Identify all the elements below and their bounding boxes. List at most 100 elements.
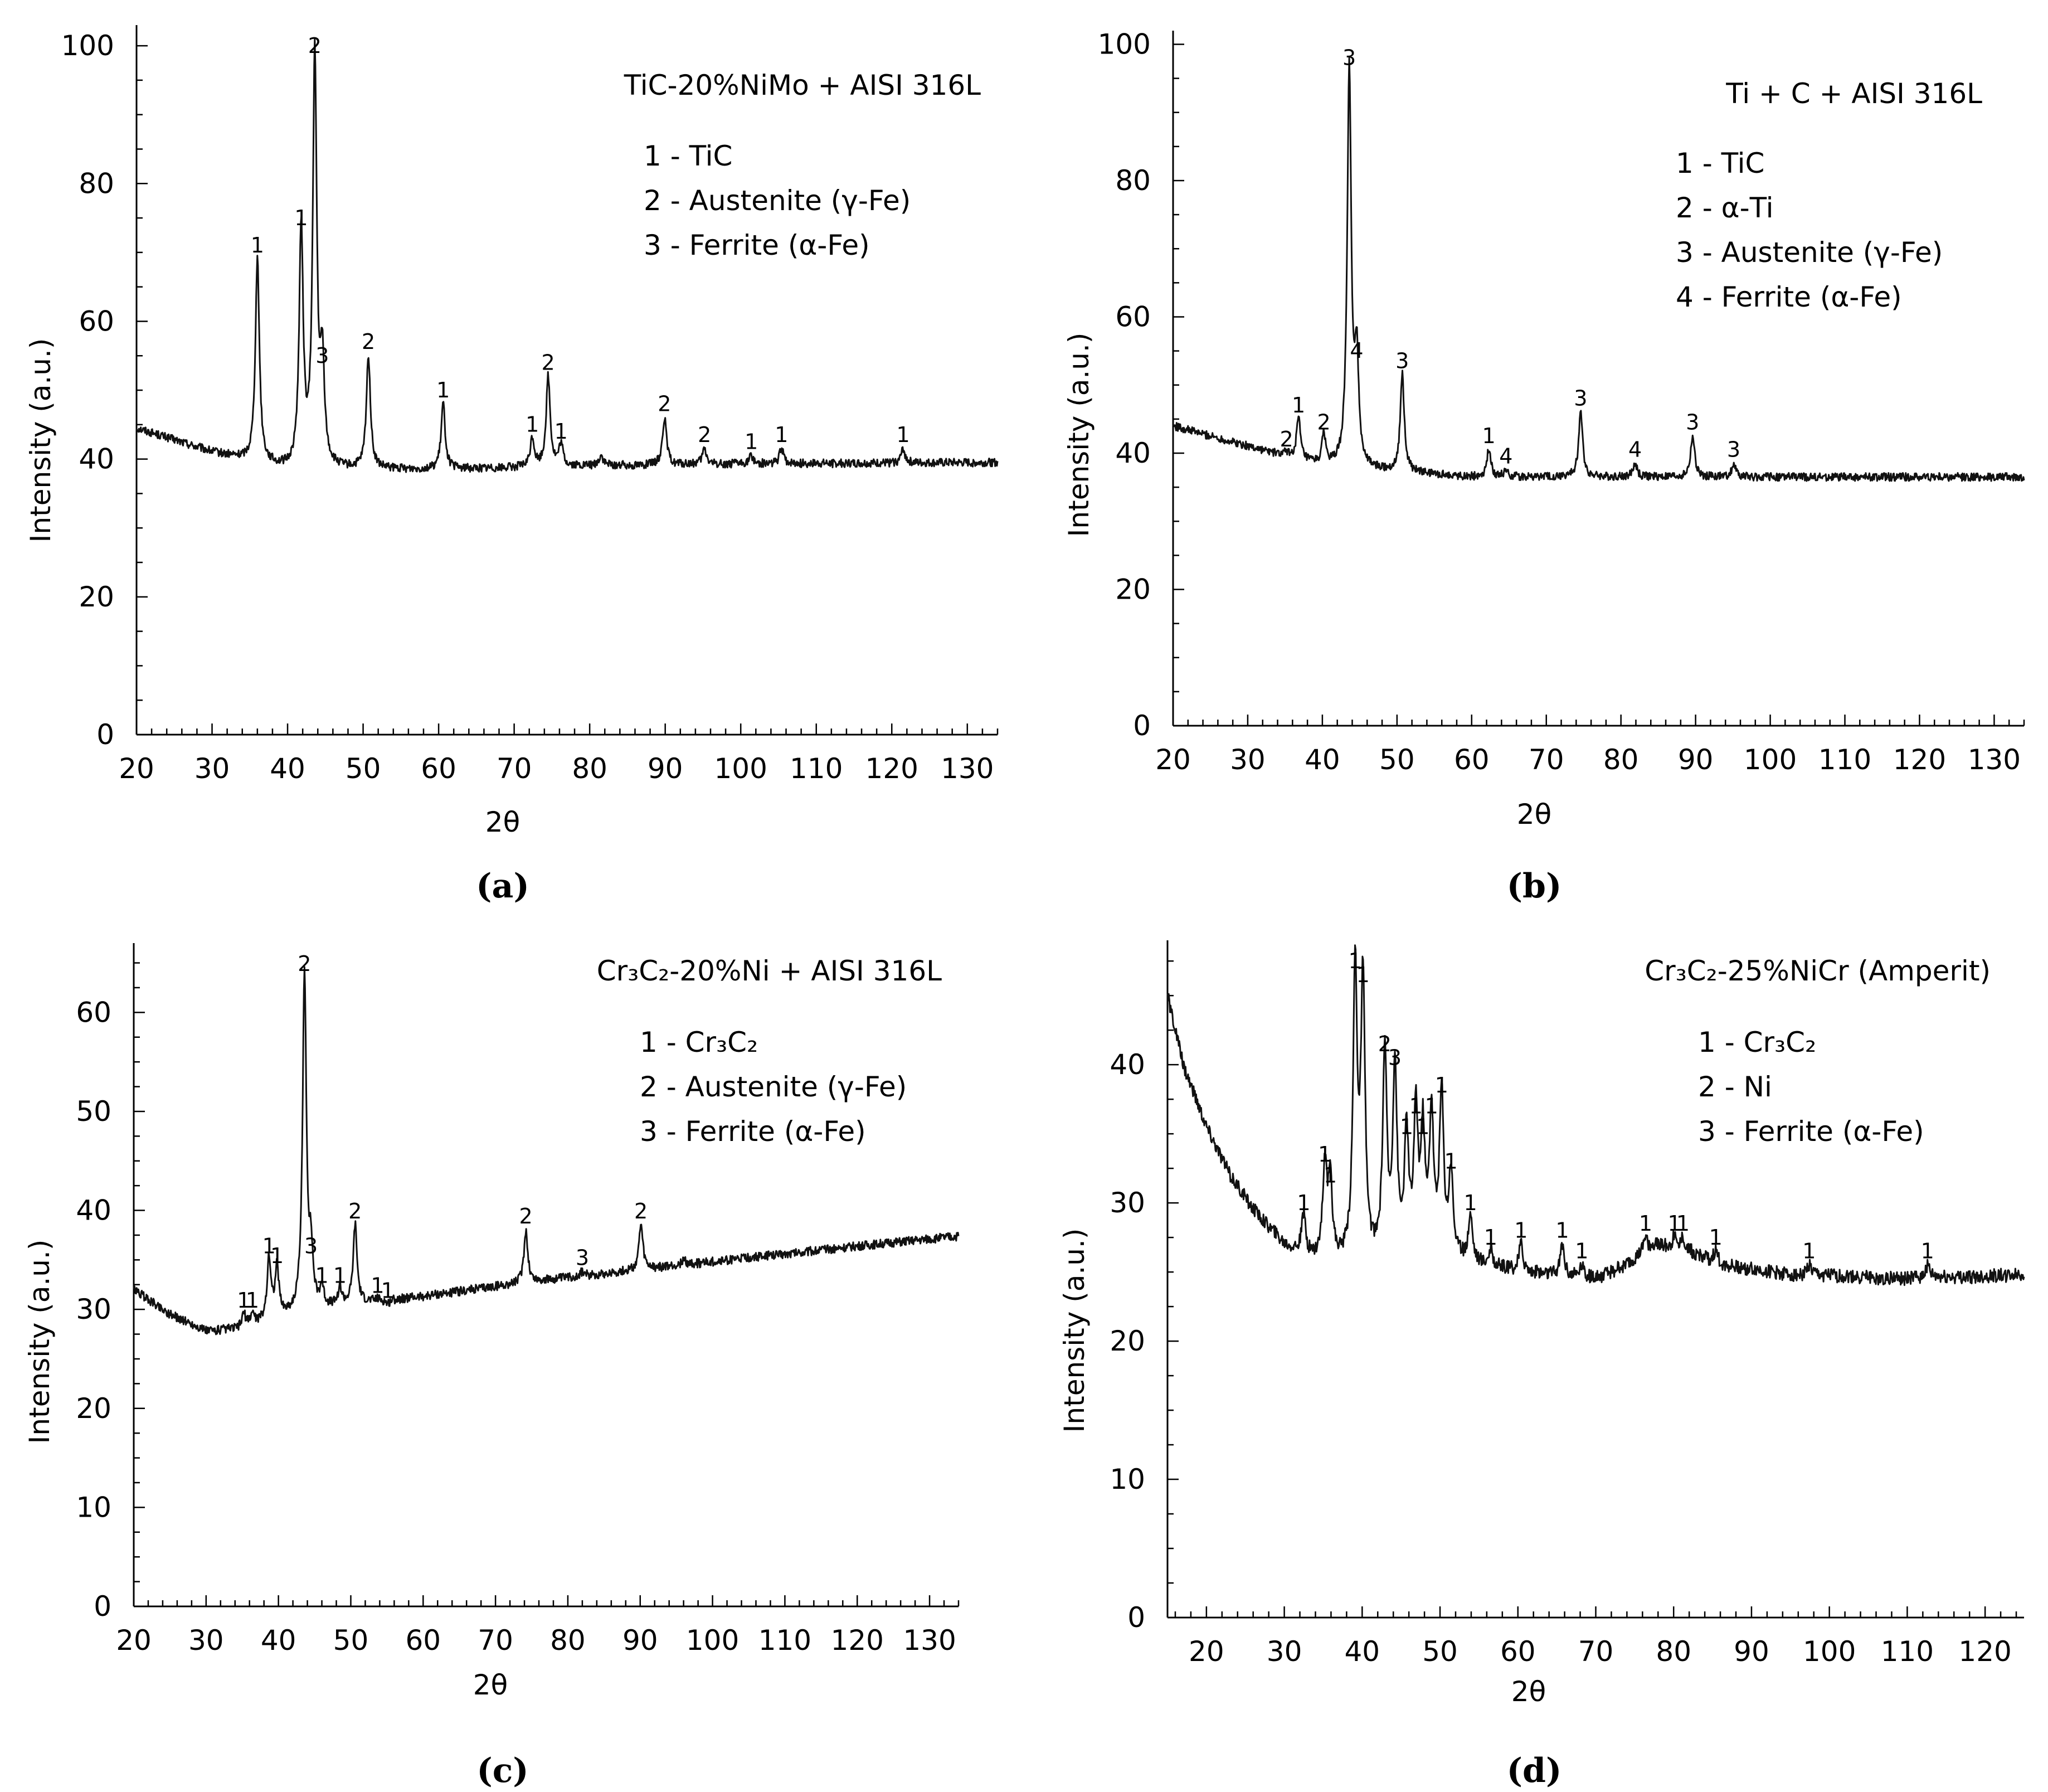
- y-tick-label: 80: [1115, 164, 1151, 197]
- figure-caption: (d): [1507, 1751, 1562, 1790]
- peak-label: 1: [1463, 1191, 1477, 1215]
- peak-label: 3: [1395, 348, 1409, 373]
- peak-label: 1: [381, 1278, 395, 1303]
- y-tick-label: 10: [1110, 1463, 1145, 1495]
- y-tick-label: 20: [79, 581, 114, 613]
- peak-label: 1: [1297, 1191, 1310, 1215]
- x-tick-label: 60: [1454, 744, 1490, 776]
- y-tick-label: 0: [1133, 710, 1151, 742]
- x-tick-label: 50: [346, 752, 381, 785]
- legend-item-1: 1 - Cr₃C₂: [640, 1026, 758, 1058]
- peak-label: 1: [1514, 1218, 1528, 1243]
- peak-label: 2: [698, 422, 711, 447]
- peak-label: 2: [658, 391, 671, 416]
- xrd-chart-c: Cr₃C₂-20%Ni + AISI 316L 1 - Cr₃C₂ 2 - Au…: [23, 943, 960, 1790]
- peak-label: 1: [1435, 1073, 1448, 1097]
- y-tick-label: 0: [96, 718, 114, 751]
- x-tick-label: 70: [478, 1624, 513, 1657]
- peak-label: 1: [371, 1273, 384, 1298]
- x-tick-label: 90: [1678, 744, 1714, 776]
- peak-label: 1: [1318, 1142, 1331, 1167]
- x-tick-label: 50: [1422, 1635, 1458, 1668]
- y-tick-label: 30: [76, 1293, 111, 1325]
- peak-label: 1: [1409, 1094, 1423, 1118]
- x-tick-label: 40: [1345, 1635, 1380, 1668]
- peak-label: 1: [554, 419, 568, 444]
- peak-label: 1: [1400, 1115, 1413, 1139]
- peak-label: 1: [1416, 1115, 1429, 1139]
- x-tick-label: 40: [261, 1624, 296, 1657]
- panel-a: TiC-20%NiMo + AISI 316L 1 - TiC 2 - Aust…: [0, 0, 1024, 906]
- peak-label: 1: [1709, 1225, 1723, 1250]
- y-axis-label: Intensity (a.u.): [1063, 333, 1095, 537]
- peak-label: 2: [634, 1199, 648, 1223]
- y-tick-label: 40: [1110, 1048, 1145, 1081]
- peak-label: 1: [270, 1244, 284, 1268]
- peak-label: 3: [1727, 437, 1740, 462]
- peak-label: 3: [576, 1246, 589, 1270]
- xrd-chart-b: Ti + C + AISI 316L 1 - TiC 2 - α-Ti 3 - …: [1063, 28, 2025, 906]
- diffraction-trace: [1172, 57, 2025, 482]
- peak-label: 1: [1292, 393, 1305, 417]
- x-tick-label: 50: [1379, 744, 1415, 776]
- x-tick-label: 120: [831, 1624, 884, 1657]
- panel-b: Ti + C + AISI 316L 1 - TiC 2 - α-Ti 3 - …: [1024, 0, 2048, 906]
- legend: 1 - TiC 2 - Austenite (γ-Fe) 3 - Ferrite…: [644, 140, 911, 261]
- peak-label: 1: [237, 1288, 250, 1313]
- peak-label: 1: [526, 412, 539, 437]
- legend-item-1: 1 - TiC: [1676, 147, 1764, 179]
- peak-label: 1: [315, 1264, 328, 1288]
- x-axis-label: 2θ: [485, 806, 520, 838]
- y-axis-label: Intensity (a.u.): [25, 338, 57, 543]
- peak-label: 1: [1356, 963, 1370, 987]
- peak-label: 4: [1499, 444, 1512, 469]
- x-tick-label: 100: [714, 752, 767, 785]
- peak-label: 2: [308, 33, 322, 58]
- peak-label: 2: [362, 329, 375, 354]
- x-tick-label: 50: [333, 1624, 369, 1657]
- x-tick-label: 70: [497, 752, 532, 785]
- peak-label: 1: [294, 206, 308, 230]
- peak-label: 1: [251, 233, 264, 258]
- y-tick-label: 100: [1098, 28, 1151, 60]
- x-tick-label: 60: [405, 1624, 441, 1657]
- peak-label: 2: [519, 1204, 533, 1228]
- x-tick-label: 90: [1734, 1635, 1769, 1668]
- x-tick-label: 130: [941, 752, 994, 785]
- peak-label: 1: [745, 429, 758, 454]
- x-tick-label: 70: [1529, 744, 1564, 776]
- figure-caption: (b): [1507, 867, 1562, 906]
- x-axis-label: 2θ: [473, 1669, 508, 1701]
- panel-c: Cr₃C₂-20%Ni + AISI 316L 1 - Cr₃C₂ 2 - Au…: [0, 896, 1024, 1792]
- chart-title: Cr₃C₂-25%NiCr (Amperit): [1645, 955, 1991, 987]
- x-axis-label: 2θ: [1517, 798, 1551, 831]
- y-tick-label: 0: [1127, 1601, 1145, 1634]
- chart-title: Cr₃C₂-20%Ni + AISI 316L: [597, 955, 942, 987]
- peak-label: 3: [315, 343, 329, 368]
- y-tick-label: 20: [1115, 573, 1151, 605]
- x-tick-label: 40: [270, 752, 305, 785]
- peak-label: 2: [348, 1199, 362, 1223]
- legend-item-3: 3 - Ferrite (α-Fe): [640, 1115, 866, 1148]
- figure-caption: (c): [476, 1751, 528, 1790]
- peak-label: 1: [1324, 1163, 1337, 1187]
- peak-label: 1: [1575, 1239, 1588, 1264]
- x-tick-label: 20: [1189, 1635, 1224, 1668]
- legend-item-3: 3 - Ferrite (α-Fe): [1698, 1115, 1924, 1148]
- y-tick-label: 80: [79, 167, 114, 200]
- x-tick-label: 40: [1305, 744, 1340, 776]
- legend-item-2: 2 - α-Ti: [1676, 192, 1774, 224]
- x-tick-label: 80: [1656, 1635, 1691, 1668]
- legend-item-2: 2 - Austenite (γ-Fe): [640, 1071, 907, 1103]
- legend-item-3: 3 - Austenite (γ-Fe): [1676, 236, 1943, 269]
- x-tick-label: 20: [119, 752, 154, 785]
- y-tick-label: 20: [1110, 1325, 1145, 1357]
- legend: 1 - Cr₃C₂ 2 - Ni 3 - Ferrite (α-Fe): [1698, 1026, 1924, 1148]
- peak-label: 1: [1802, 1239, 1816, 1264]
- y-tick-label: 20: [76, 1392, 111, 1425]
- x-tick-label: 80: [572, 752, 607, 785]
- y-axis-label: Intensity (a.u.): [23, 1240, 56, 1444]
- x-tick-label: 20: [1155, 744, 1191, 776]
- legend-item-2: 2 - Ni: [1698, 1071, 1772, 1103]
- y-tick-label: 50: [76, 1095, 111, 1128]
